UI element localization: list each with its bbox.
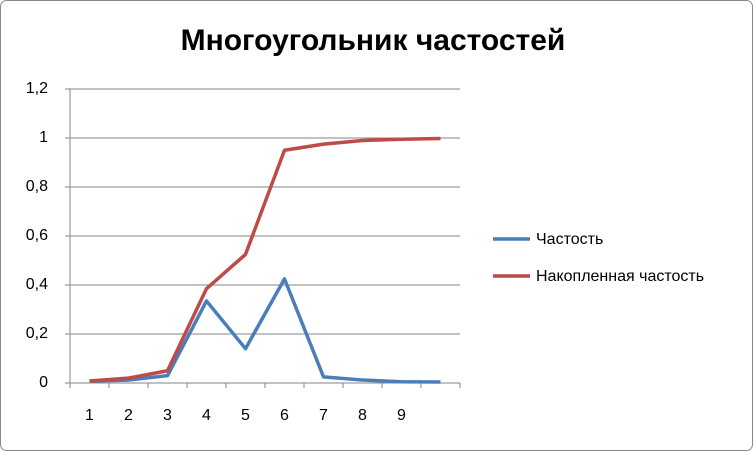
y-tick-label: 0,2 [26,325,48,342]
x-tick-label: 8 [358,407,367,424]
y-tick-label: 1 [39,129,48,146]
legend-label: Частость [536,231,603,248]
legend-label: Накопленная частость [536,268,704,285]
series-line [89,136,441,383]
y-tick-label: 0,6 [26,227,48,244]
x-tick-label: 2 [124,407,133,424]
x-tick-label: 7 [319,407,328,424]
y-tick-label: 1,2 [26,80,48,97]
y-tick-label: 0,4 [26,276,48,293]
x-tick-label: 3 [163,407,172,424]
x-tick-label: 1 [85,407,94,424]
chart-title: Многоугольник частостей [181,24,566,57]
series-line [89,277,441,384]
x-tick-label: 4 [202,407,211,424]
x-tick-label: 6 [280,407,289,424]
x-tick-label: 9 [397,407,406,424]
y-tick-label: 0,8 [26,178,48,195]
y-tick-label: 0 [39,374,48,391]
x-tick-label: 5 [241,407,250,424]
